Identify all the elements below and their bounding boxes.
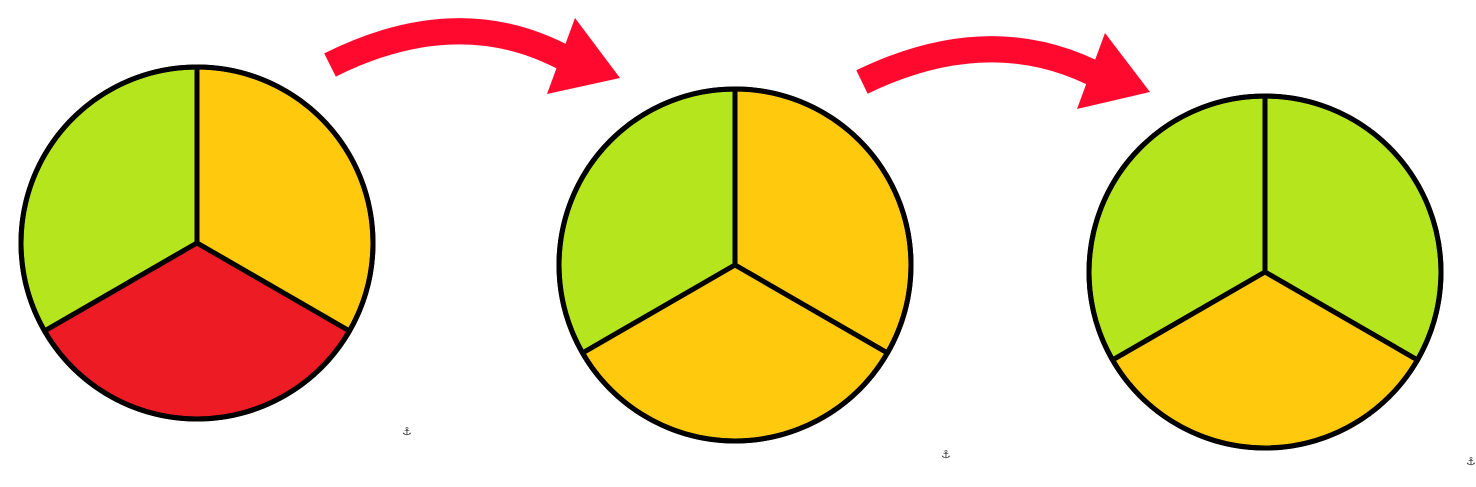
anchor-icon-1: ⚓	[402, 425, 412, 438]
pie-stage-2	[556, 86, 914, 444]
pie-stage-3	[1086, 93, 1444, 451]
arrow-1-to-2	[324, 18, 620, 94]
arrow-1-to-2-shaft	[324, 18, 593, 81]
stage-1-outline	[18, 64, 376, 422]
curved-arrow-right	[1077, 33, 1150, 109]
pies-layer	[18, 64, 1444, 451]
anchor-icon-2: ⚓	[941, 448, 951, 461]
arrows-layer	[324, 18, 1150, 109]
anchor-icon-3: ⚓	[1466, 455, 1476, 468]
stage-2-outline	[556, 86, 914, 444]
arrow-2-to-3-shaft	[856, 36, 1122, 97]
stage-3-outline	[1086, 93, 1444, 451]
pie-stage-1	[18, 64, 376, 422]
arrow-2-to-3	[856, 33, 1150, 109]
curved-arrow-right	[547, 18, 620, 94]
